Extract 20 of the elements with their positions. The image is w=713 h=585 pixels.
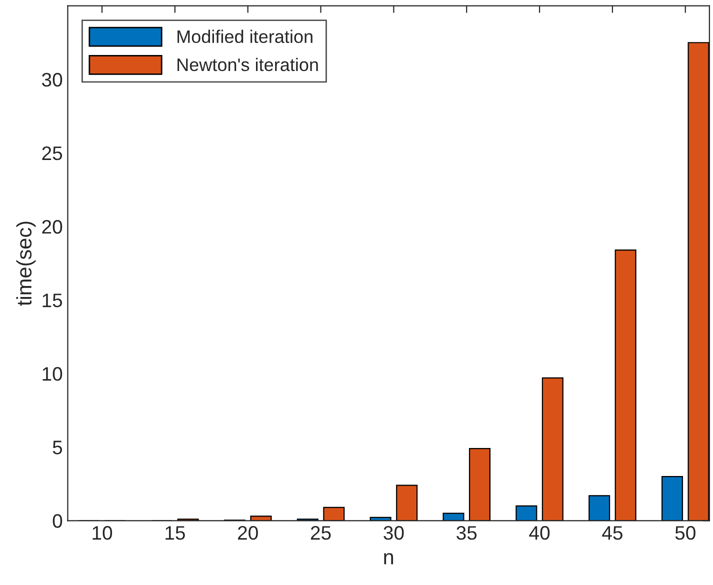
x-tick-label: 25 <box>310 526 331 540</box>
legend-label: Modified iteration <box>178 30 312 44</box>
y-tick-label: 30 <box>42 72 62 87</box>
x-tick-label: 15 <box>166 526 185 540</box>
y-axis-title: time(sec) <box>16 222 36 306</box>
x-tick-label: 50 <box>675 526 696 540</box>
legend-label: Newton's iteration <box>178 58 318 72</box>
x-tick-label: 30 <box>384 526 404 540</box>
y-tick-label: 25 <box>42 146 62 160</box>
x-tick-label: 20 <box>238 526 258 540</box>
x-tick-label: 40 <box>529 526 550 540</box>
x-tick-label: 35 <box>456 526 477 540</box>
y-tick-label: 10 <box>42 367 62 381</box>
y-tick-label: 5 <box>52 440 62 454</box>
x-axis-title: n <box>384 553 394 564</box>
y-tick-label: 20 <box>42 220 62 234</box>
y-tick-label: 0 <box>52 514 62 528</box>
y-tick-label: 15 <box>42 294 62 308</box>
x-tick-label: 45 <box>602 526 622 540</box>
x-tick-label: 10 <box>92 526 112 540</box>
